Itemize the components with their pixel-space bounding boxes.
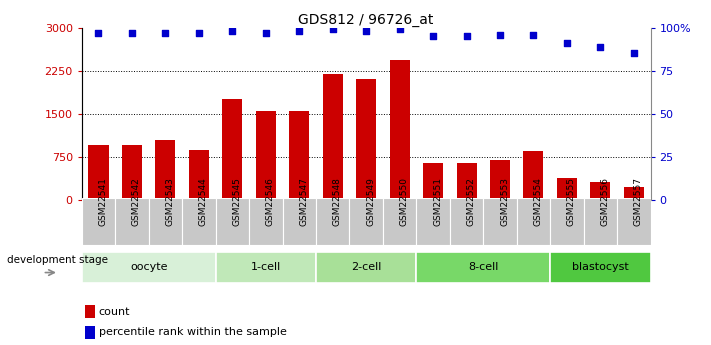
Bar	[323, 73, 343, 200]
Point	[628, 51, 639, 56]
Bar	[115, 198, 149, 245]
Point	[160, 30, 171, 36]
Bar	[423, 163, 443, 200]
Text: GSM22547: GSM22547	[299, 177, 309, 226]
Text: GSM22543: GSM22543	[166, 177, 174, 226]
Bar	[349, 198, 383, 245]
Text: GSM22551: GSM22551	[433, 177, 442, 226]
Text: GSM22550: GSM22550	[400, 177, 409, 226]
Bar	[249, 198, 282, 245]
Text: GSM22541: GSM22541	[99, 177, 107, 226]
Text: 2-cell: 2-cell	[351, 263, 381, 272]
Text: GSM22554: GSM22554	[533, 177, 542, 226]
Title: GDS812 / 96726_at: GDS812 / 96726_at	[299, 12, 434, 27]
Text: GSM22549: GSM22549	[366, 177, 375, 226]
Text: count: count	[99, 307, 130, 317]
Bar	[82, 252, 215, 283]
Bar	[557, 178, 577, 200]
Bar	[156, 140, 176, 200]
Bar	[282, 198, 316, 245]
Bar	[215, 198, 249, 245]
Bar	[122, 146, 142, 200]
Point	[461, 33, 472, 39]
Text: GSM22545: GSM22545	[232, 177, 241, 226]
Bar	[456, 163, 476, 200]
Bar	[82, 198, 115, 245]
Bar	[390, 60, 410, 200]
Bar	[550, 252, 651, 283]
Point	[260, 30, 272, 36]
Bar	[289, 111, 309, 200]
Point	[227, 28, 238, 34]
Point	[494, 32, 506, 37]
Bar	[624, 187, 644, 200]
Bar	[383, 198, 417, 245]
Bar	[85, 305, 95, 318]
Bar	[316, 198, 349, 245]
Text: GSM22548: GSM22548	[333, 177, 342, 226]
Bar	[149, 198, 182, 245]
Bar	[215, 252, 316, 283]
Point	[93, 30, 105, 36]
Bar	[256, 111, 276, 200]
Point	[561, 40, 572, 46]
Point	[594, 44, 606, 49]
Bar	[617, 198, 651, 245]
Bar	[483, 198, 517, 245]
Text: GSM22557: GSM22557	[634, 177, 643, 226]
Bar	[316, 252, 417, 283]
Point	[127, 30, 138, 36]
Point	[360, 28, 372, 34]
Bar	[517, 198, 550, 245]
Bar	[590, 182, 611, 200]
Bar	[182, 198, 215, 245]
Point	[193, 30, 205, 36]
Point	[427, 33, 439, 39]
Bar	[356, 79, 376, 200]
Text: GSM22553: GSM22553	[500, 177, 509, 226]
Bar	[189, 150, 209, 200]
Text: GSM22546: GSM22546	[266, 177, 274, 226]
Text: blastocyst: blastocyst	[572, 263, 629, 272]
Text: GSM22542: GSM22542	[132, 177, 141, 226]
Bar	[85, 326, 95, 339]
Text: percentile rank within the sample: percentile rank within the sample	[99, 327, 287, 337]
Bar	[223, 99, 242, 200]
Text: 8-cell: 8-cell	[468, 263, 498, 272]
Text: development stage: development stage	[6, 255, 107, 265]
Bar	[523, 151, 543, 200]
Text: GSM22555: GSM22555	[567, 177, 576, 226]
Text: GSM22544: GSM22544	[199, 177, 208, 226]
Bar	[450, 198, 483, 245]
Text: GSM22556: GSM22556	[600, 177, 609, 226]
Text: oocyte: oocyte	[130, 263, 167, 272]
Bar	[88, 146, 109, 200]
Bar	[584, 198, 617, 245]
Point	[294, 28, 305, 34]
Bar	[417, 198, 450, 245]
Text: GSM22552: GSM22552	[466, 177, 476, 226]
Bar	[490, 160, 510, 200]
Bar	[417, 252, 550, 283]
Point	[394, 27, 405, 32]
Bar	[550, 198, 584, 245]
Text: 1-cell: 1-cell	[251, 263, 281, 272]
Point	[528, 32, 539, 37]
Point	[327, 27, 338, 32]
